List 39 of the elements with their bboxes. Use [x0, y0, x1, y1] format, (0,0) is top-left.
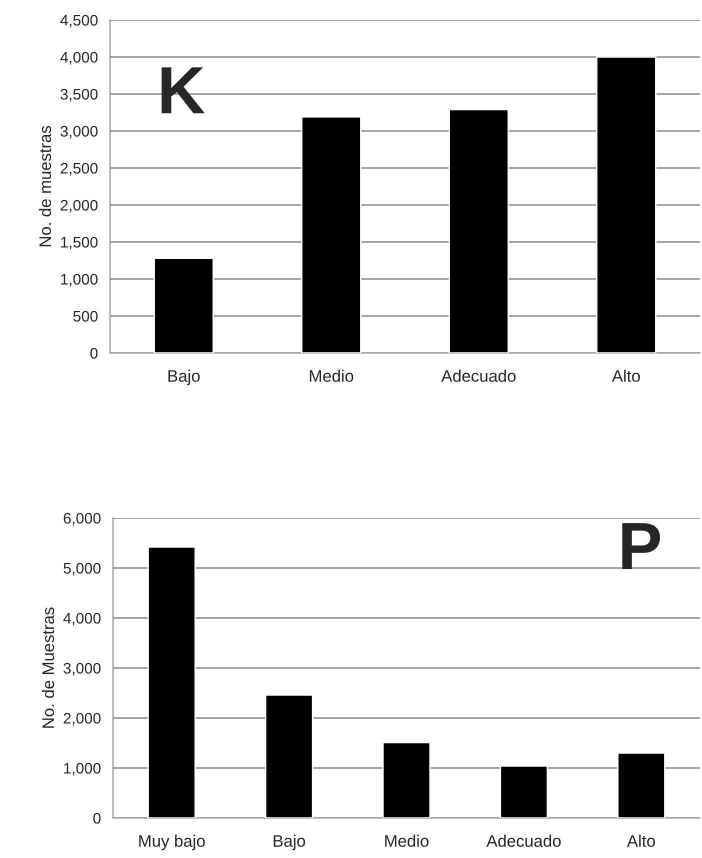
annotation: P — [622, 523, 660, 569]
bar — [448, 108, 509, 353]
y-tick-label: 0 — [90, 348, 98, 359]
y-tick-label: 500 — [73, 310, 98, 322]
y-tick-label: 6,000 — [64, 512, 101, 526]
annotation: K — [162, 67, 205, 114]
x-tick-label: Adecuado — [441, 370, 516, 382]
y-tick-label: 4,000 — [63, 612, 101, 626]
y-tick-label: 3,000 — [60, 126, 98, 138]
x-tick-label: Alto — [612, 370, 640, 382]
bar — [154, 258, 214, 353]
y-tick-label: 3,500 — [60, 88, 98, 102]
bar — [264, 694, 314, 818]
y-tick-label: 2,500 — [60, 162, 98, 176]
x-tick-label: Adecuado — [486, 834, 561, 847]
y-tick-label: 2,000 — [60, 200, 98, 212]
x-tick-label: Medio — [385, 834, 428, 847]
y-tick-label: 1,000 — [64, 762, 101, 776]
y-tick-label: 1,000 — [61, 274, 98, 286]
x-tick-label: Bajo — [168, 370, 200, 386]
y-tick-label: 1,500 — [61, 236, 98, 250]
y-tick-label: 5,000 — [64, 562, 101, 576]
y-axis-title: No. de Muestras — [42, 607, 54, 728]
y-tick-label: 0 — [93, 812, 101, 824]
bar — [301, 116, 362, 353]
x-tick-label: Alto — [626, 834, 655, 847]
bar — [148, 546, 196, 818]
bar — [596, 56, 656, 353]
y-axis-title: No. de muestras — [38, 126, 52, 246]
bar — [617, 752, 666, 818]
bar — [500, 765, 548, 818]
y-tick-label: 4,000 — [60, 52, 98, 64]
x-tick-label: Bajo — [274, 834, 306, 850]
bar — [382, 742, 431, 818]
y-tick-label: 4,500 — [60, 14, 98, 28]
x-tick-label: Medio — [310, 370, 354, 382]
x-tick-label: Muy bajo — [139, 834, 205, 850]
y-tick-label: 2,000 — [64, 712, 101, 726]
y-tick-label: 3,000 — [64, 662, 101, 676]
